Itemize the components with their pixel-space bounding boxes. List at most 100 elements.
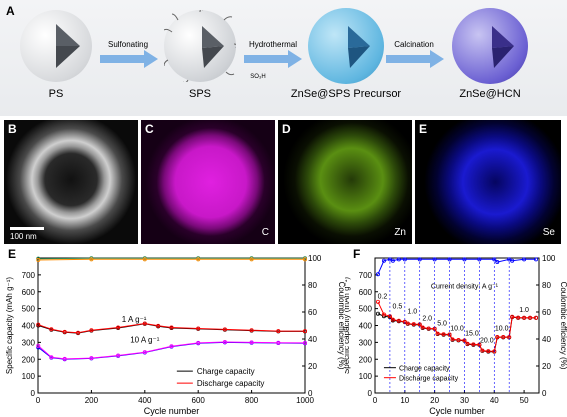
y-tick-label: 700 <box>359 271 373 280</box>
legend-item: Discharge capacity <box>399 376 459 383</box>
data-point <box>390 258 395 263</box>
data-point <box>381 258 386 263</box>
y-tick-label: 100 <box>359 372 373 381</box>
series-line <box>377 258 536 275</box>
y-tick-label: 500 <box>359 305 373 314</box>
data-point <box>302 340 307 345</box>
element-label-se: Se <box>542 227 555 238</box>
data-point <box>492 349 497 354</box>
hcn-sphere <box>452 8 528 84</box>
y2-tick-label: 0 <box>542 389 547 398</box>
data-point <box>396 318 401 323</box>
y2-tick-label: 40 <box>542 335 551 344</box>
arrow-label-sulfonating: Sulfonating <box>107 40 149 49</box>
data-point <box>456 338 461 343</box>
x-tick-label: 0 <box>373 396 378 405</box>
panel-d-zinc-map: D Zn <box>278 120 412 244</box>
data-point <box>447 257 452 262</box>
y-tick-label: 700 <box>22 271 36 280</box>
stage-label-sps: SPS <box>188 88 211 100</box>
panel-b-tem: B 100 nm <box>4 120 138 244</box>
y2-tick-label: 40 <box>308 335 317 344</box>
annotation-10a: 10 A g⁻¹ <box>130 335 159 344</box>
y-tick-label: 200 <box>359 355 373 364</box>
rate-label: 15.0 <box>465 331 479 338</box>
data-point <box>522 257 527 262</box>
data-point <box>411 322 416 327</box>
panel-letter-b: B <box>8 122 17 136</box>
series-line <box>38 258 305 261</box>
y2-tick-label: 60 <box>308 308 317 317</box>
rate-label: 20.0 <box>480 337 494 344</box>
arrow-right-icon <box>386 50 444 68</box>
data-point <box>516 315 521 320</box>
data-point <box>156 323 161 328</box>
x-tick-label: 200 <box>85 396 99 405</box>
arrow-label-hydrothermal: Hydrothermal <box>248 40 297 49</box>
data-point <box>492 257 497 262</box>
y-tick-label: 300 <box>22 338 36 347</box>
data-point <box>390 317 395 322</box>
data-point <box>375 272 380 277</box>
data-point <box>276 329 281 334</box>
data-point <box>441 332 446 337</box>
data-point <box>495 334 500 339</box>
data-point <box>465 341 470 346</box>
data-point <box>196 340 201 345</box>
data-point <box>450 337 455 342</box>
data-point <box>142 321 147 326</box>
sulfonate-group-label: SO₃H <box>250 74 266 80</box>
panel-f-rate-chart: F0 10 20 30 40 500100200300400500600700020406… <box>345 248 567 416</box>
series-line <box>377 301 536 352</box>
data-point <box>62 356 67 361</box>
scale-bar <box>10 227 44 230</box>
data-point <box>420 325 425 330</box>
data-point <box>222 340 227 345</box>
y2-tick-label: 80 <box>542 281 551 290</box>
series-line <box>37 341 306 360</box>
data-point <box>501 334 506 339</box>
panel-letter-e: E <box>8 248 16 261</box>
scale-bar-label: 100 nm <box>10 232 37 241</box>
x-tick-label: 1000 <box>296 396 314 405</box>
data-point <box>249 340 254 345</box>
data-point <box>495 260 500 265</box>
data-point <box>36 256 41 261</box>
legend-item: Charge capacity <box>399 366 450 373</box>
data-point <box>249 257 254 262</box>
y-tick-label: 500 <box>22 305 36 314</box>
data-point <box>486 349 491 354</box>
panel-a-schematic: A PS Sulfonating SPS SO₃H Hydrothermal <box>0 0 567 116</box>
data-point <box>196 326 201 331</box>
stage-label-ps: PS <box>48 88 64 100</box>
y2-axis-label: Coulombic efficiency (%) <box>559 282 567 370</box>
data-point <box>510 314 515 319</box>
x-tick-label: 30 <box>460 396 469 405</box>
ps-sphere <box>20 10 92 82</box>
panel-letter-a: A <box>6 4 15 18</box>
data-point <box>49 327 54 332</box>
rate-label: 0.5 <box>392 304 402 311</box>
annotation-current-density: Current density: A g⁻¹ <box>431 283 499 290</box>
panel-e-cycling-chart: E0 200 400 600 800 10000100200300400500600700… <box>5 248 345 416</box>
y-tick-label: 300 <box>359 338 373 347</box>
stage-label-precursor: ZnSe@SPS Precursor <box>290 88 402 100</box>
data-point <box>116 325 121 330</box>
rate-label: 10.0 <box>450 326 464 333</box>
data-point <box>249 328 254 333</box>
arrow-label-calcination: Calcination <box>394 40 434 49</box>
data-point <box>402 257 407 262</box>
legend-item: Discharge capacity <box>197 379 265 388</box>
y-tick-label: 400 <box>359 322 373 331</box>
data-point <box>36 343 41 348</box>
data-point <box>381 312 386 317</box>
panel-e-selenium-map: E Se <box>415 120 561 244</box>
panel-letter-f: F <box>353 248 360 261</box>
x-tick-label: 600 <box>192 396 206 405</box>
data-point <box>302 257 307 262</box>
x-tick-label: 20 <box>430 396 439 405</box>
panel-letter-d: D <box>282 122 291 136</box>
y-axis-label: Specific capacity (mAh g⁻¹) <box>345 277 351 374</box>
y2-tick-label: 20 <box>308 362 317 371</box>
y-tick-label: 200 <box>22 355 36 364</box>
